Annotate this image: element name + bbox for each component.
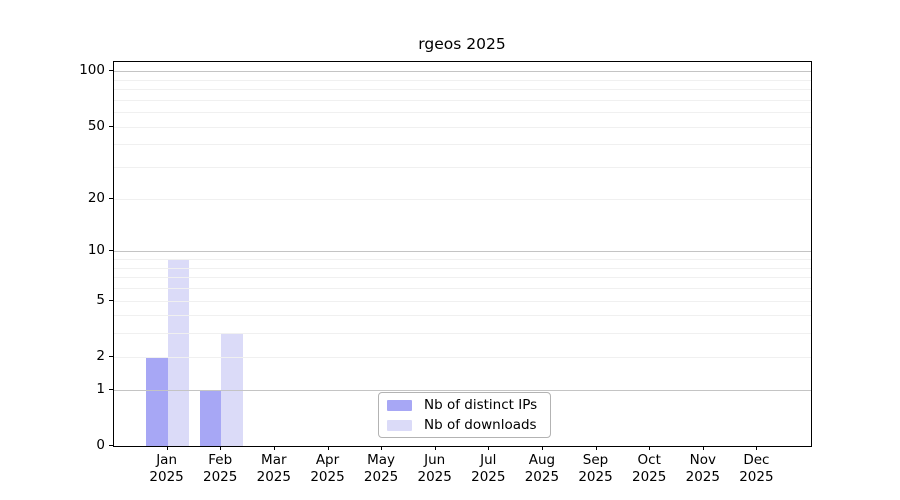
x-tick-label-nov: Nov 2025 [675, 452, 731, 485]
month-text: Nov [689, 452, 716, 468]
y-tick-label-2: 2 [96, 347, 105, 364]
gridline-7 [114, 277, 811, 279]
month-text: Aug [528, 452, 556, 468]
x-tick-apr [327, 446, 329, 450]
gridline-40 [114, 144, 811, 146]
y-tick-label-10: 10 [87, 242, 105, 259]
x-tick-label-apr: Apr 2025 [300, 452, 356, 485]
y-tick-label-50: 50 [87, 117, 105, 134]
year-text: 2025 [524, 468, 560, 485]
x-tick-jan [166, 446, 168, 450]
year-text: 2025 [685, 468, 720, 485]
bar-downloads-jan [167, 259, 189, 446]
gridline-10 [114, 251, 811, 253]
x-tick-label-aug: Aug 2025 [514, 452, 570, 485]
x-tick-label-sep: Sep 2025 [568, 452, 624, 485]
gridline-20 [114, 198, 811, 200]
x-tick-jul [488, 446, 490, 450]
year-text: 2025 [363, 468, 399, 485]
y-tick-20 [109, 197, 113, 199]
x-tick-label-mar: Mar 2025 [246, 452, 302, 485]
x-tick-oct [649, 446, 651, 450]
legend-swatch-0 [387, 399, 412, 411]
gridline-5 [114, 300, 811, 302]
gridline-60 [114, 112, 811, 114]
x-tick-sep [595, 446, 597, 450]
month-text: May [367, 452, 396, 468]
bar-distinct-ips-jan [146, 356, 168, 446]
x-tick-aug [541, 446, 543, 450]
gridline-100 [114, 71, 811, 73]
y-tick-label-1: 1 [96, 380, 105, 397]
year-text: 2025 [578, 468, 613, 485]
year-text: 2025 [310, 468, 345, 485]
bar-downloads-feb [221, 333, 243, 446]
year-text: 2025 [256, 468, 291, 485]
x-tick-feb [220, 446, 222, 450]
legend-row-1: Nb of downloads [387, 417, 542, 433]
plot-area: Nb of distinct IPs Nb of downloads [113, 61, 812, 447]
gridline-3 [114, 333, 811, 335]
x-tick-jun [434, 446, 436, 450]
bar-distinct-ips-feb [199, 389, 222, 446]
month-text: Feb [208, 452, 233, 468]
gridline-6 [114, 287, 811, 289]
month-text: Oct [637, 452, 661, 468]
y-tick-label-100: 100 [79, 62, 105, 79]
legend: Nb of distinct IPs Nb of downloads [378, 392, 551, 438]
y-tick-label-0: 0 [96, 437, 105, 453]
y-tick-100 [109, 70, 113, 72]
gridline-80 [114, 89, 811, 90]
month-text: Sep [582, 452, 609, 468]
year-text: 2025 [417, 468, 452, 485]
gridline-30 [114, 167, 811, 169]
legend-swatch-1 [387, 419, 412, 431]
month-text: Jan [156, 452, 177, 468]
y-tick-label-20: 20 [87, 189, 105, 206]
y-tick-0 [109, 445, 113, 446]
y-tick-50 [109, 125, 113, 127]
year-text: 2025 [471, 468, 506, 485]
gridline-70 [114, 99, 811, 101]
month-text: Jun [424, 452, 446, 468]
gridline-9 [114, 259, 811, 260]
y-tick-label-5: 5 [96, 291, 105, 308]
legend-label-0: Nb of distinct IPs [424, 397, 538, 413]
x-tick-label-dec: Dec 2025 [728, 452, 784, 485]
y-tick-10 [109, 250, 113, 252]
gridline-2 [114, 356, 811, 358]
month-text: Mar [261, 452, 287, 468]
legend-label-1: Nb of downloads [424, 417, 537, 433]
year-text: 2025 [149, 468, 184, 485]
x-tick-label-jun: Jun 2025 [407, 452, 463, 485]
year-text: 2025 [203, 468, 238, 485]
year-text: 2025 [739, 468, 774, 485]
y-tick-5 [109, 299, 113, 301]
month-text: Apr [315, 452, 340, 468]
x-tick-label-feb: Feb 2025 [192, 452, 248, 485]
month-text: Jul [480, 452, 497, 468]
y-tick-2 [109, 355, 113, 357]
gridline-50 [114, 126, 811, 128]
x-tick-dec [756, 446, 758, 450]
x-tick-label-may: May 2025 [353, 452, 409, 485]
x-tick-label-jul: Jul 2025 [460, 452, 516, 485]
gridline-4 [114, 315, 811, 317]
x-tick-label-oct: Oct 2025 [621, 452, 677, 485]
x-tick-label-jan: Jan 2025 [139, 452, 195, 485]
y-tick-1 [109, 388, 113, 390]
x-tick-mar [273, 446, 275, 450]
month-text: Dec [743, 452, 770, 468]
gridline-90 [114, 79, 811, 81]
year-text: 2025 [632, 468, 667, 485]
x-tick-may [381, 446, 383, 450]
gridline-8 [114, 267, 811, 269]
legend-row-0: Nb of distinct IPs [387, 397, 542, 413]
chart-title: rgeos 2025 [418, 35, 506, 53]
x-tick-nov [702, 446, 704, 450]
